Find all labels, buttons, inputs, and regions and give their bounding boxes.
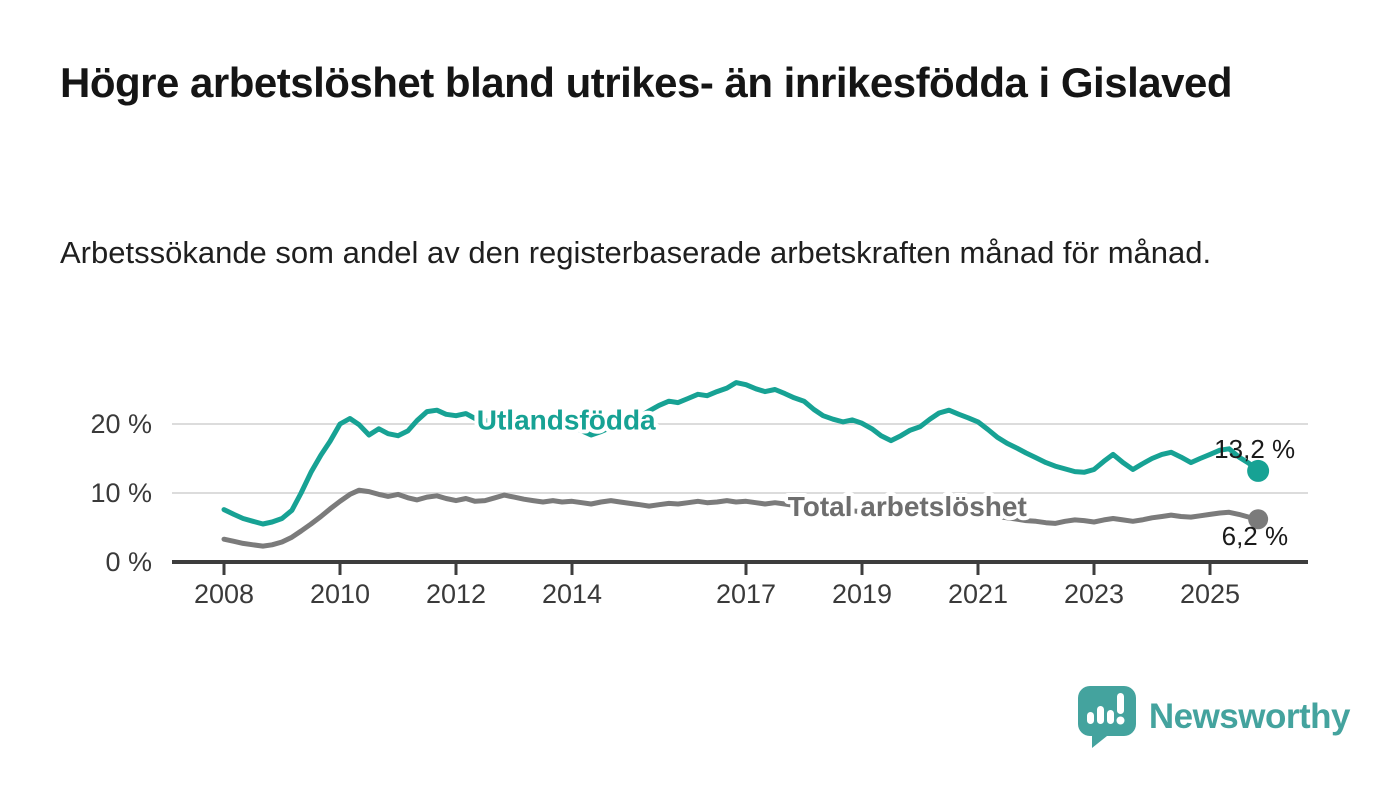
x-axis-label: 2023 [1064, 579, 1124, 609]
series-inline-label: Total arbetslöshet [788, 491, 1027, 522]
x-axis-label: 2017 [716, 579, 776, 609]
x-axis-label: 2014 [542, 579, 602, 609]
series-line-total-arbetsloshet [221, 487, 1261, 549]
series-inline-label: Utlandsfödda [477, 405, 656, 436]
x-axis-label: 2010 [310, 579, 370, 609]
page-title: Högre arbetslöshet bland utrikes- än inr… [60, 59, 1232, 106]
series-end-value-label: 13,2 % [1214, 434, 1295, 464]
logo-exclamation-dot [1116, 716, 1125, 725]
brand-footer: Newsworthy [1076, 684, 1351, 750]
y-axis-label: 20 % [90, 409, 152, 439]
series-end-dot [1247, 459, 1270, 482]
y-axis-label: 0 % [105, 547, 152, 577]
brand-name: Newsworthy [1148, 697, 1351, 736]
y-axis-label: 10 % [90, 478, 152, 508]
series-end-dot [1248, 509, 1269, 530]
newsworthy-logo-icon [1077, 686, 1136, 748]
x-axis-label: 2008 [194, 579, 254, 609]
page-subtitle: Arbetssökande som andel av den registerb… [60, 235, 1212, 270]
x-axis-label: 2019 [832, 579, 892, 609]
x-axis-label: 2012 [426, 579, 486, 609]
logo-bar-1 [1086, 712, 1094, 724]
logo-bar-3 [1106, 710, 1114, 724]
x-axis-label: 2025 [1180, 579, 1240, 609]
series-line-utlandsfodda [221, 380, 1261, 527]
logo-bar-2 [1096, 706, 1104, 724]
logo-exclamation-bar [1116, 693, 1124, 714]
x-axis-label: 2021 [948, 579, 1008, 609]
series-end-value-label: 6,2 % [1222, 521, 1289, 551]
